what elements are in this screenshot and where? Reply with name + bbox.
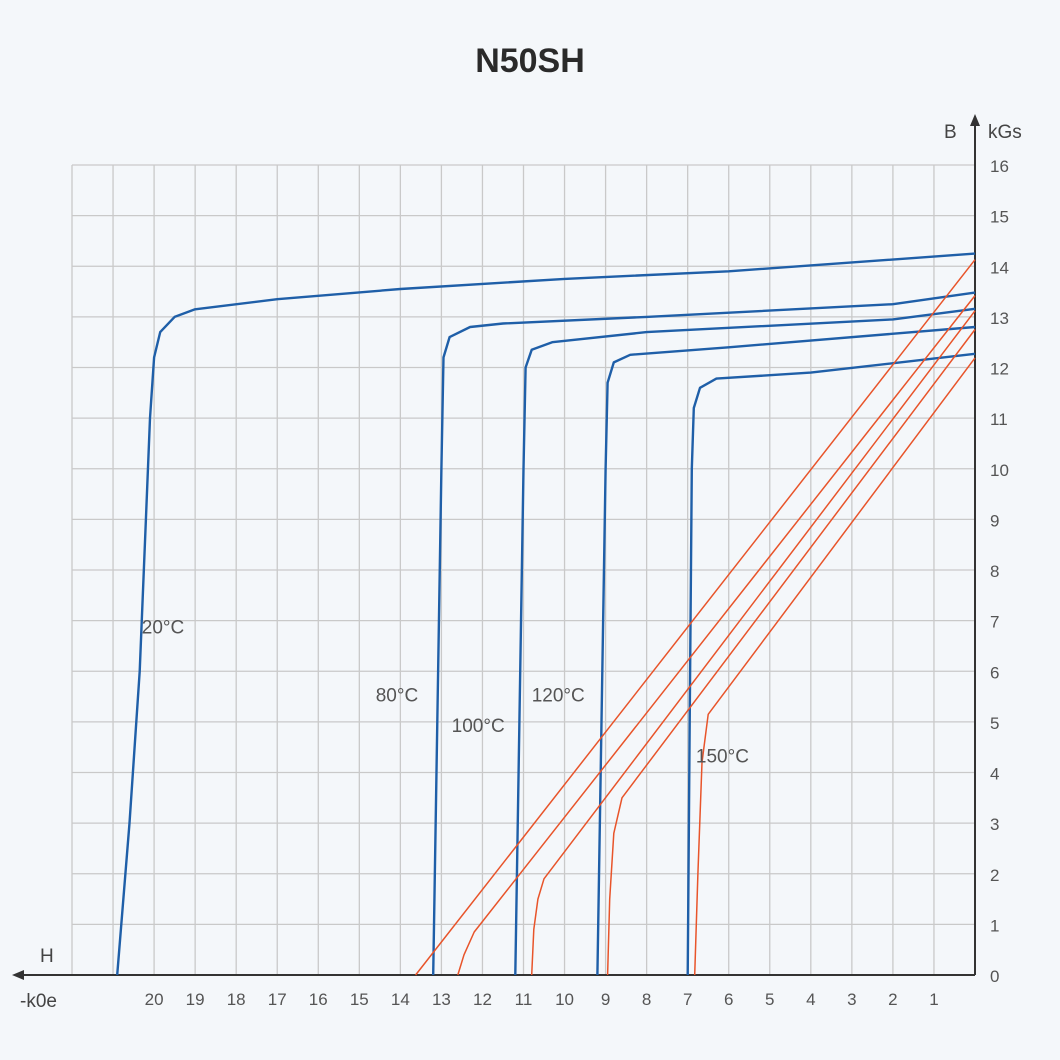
x-axis-label: H (40, 946, 54, 967)
x-tick-label: 14 (391, 990, 410, 1009)
x-tick-label: 13 (432, 990, 451, 1009)
temperature-label: 150°C (696, 746, 749, 767)
y-tick-label: 9 (990, 511, 999, 530)
temperature-label: 80°C (376, 686, 418, 707)
x-tick-label: 19 (186, 990, 205, 1009)
normal-curve-20c (415, 259, 976, 976)
x-tick-label: 4 (806, 990, 815, 1009)
x-tick-label: 3 (847, 990, 856, 1009)
y-tick-label: 5 (990, 714, 999, 733)
intrinsic-curve-100c (514, 307, 976, 976)
normal-curve-80c (457, 295, 976, 976)
x-tick-label: 12 (473, 990, 492, 1009)
x-axis-arrow-icon (12, 970, 24, 980)
x-tick-label: 11 (515, 990, 533, 1009)
x-tick-label: 15 (350, 990, 369, 1009)
y-tick-label: 16 (990, 157, 1009, 176)
x-tick-label: 9 (601, 990, 610, 1009)
y-tick-label: 8 (990, 562, 999, 581)
y-tick-label: 7 (990, 613, 999, 632)
temperature-label: 120°C (532, 686, 585, 707)
intrinsic-curve-20c (116, 252, 976, 976)
temperature-label: 100°C (452, 716, 505, 737)
x-tick-label: 17 (268, 990, 287, 1009)
x-tick-label: 18 (227, 990, 246, 1009)
x-tick-label: 8 (642, 990, 651, 1009)
chart-title: N50SH (475, 42, 585, 80)
y-tick-label: 13 (990, 309, 1009, 328)
x-tick-label: 2 (888, 990, 897, 1009)
y-tick-label: 10 (990, 461, 1009, 480)
y-axis-arrow-icon (970, 114, 980, 126)
x-tick-label: 1 (929, 990, 938, 1009)
x-tick-label: 10 (555, 990, 574, 1009)
x-tick-label: 7 (683, 990, 692, 1009)
x-axis-unit: -k0e (20, 991, 57, 1012)
y-tick-label: 3 (990, 815, 999, 834)
y-axis-label: B (944, 122, 957, 143)
x-tick-label: 20 (145, 990, 164, 1009)
y-tick-label: 11 (990, 410, 1008, 429)
y-axis-unit: kGs (988, 122, 1022, 143)
y-tick-label: 2 (990, 866, 999, 885)
temperature-label: 20°C (142, 617, 184, 638)
y-tick-label: 15 (990, 208, 1009, 227)
normal-curve-150c (693, 357, 976, 976)
intrinsic-curve-150c (686, 352, 976, 976)
y-tick-label: 14 (990, 258, 1009, 277)
intrinsic-curve-80c (432, 291, 976, 976)
y-tick-label: 0 (990, 967, 999, 986)
x-tick-label: 6 (724, 990, 733, 1009)
y-tick-label: 6 (990, 663, 999, 682)
intrinsic-curve-120c (596, 325, 976, 976)
y-tick-label: 12 (990, 360, 1009, 379)
y-tick-label: 1 (990, 916, 999, 935)
normal-curve-120c (606, 329, 976, 976)
normal-curve-100c (530, 310, 976, 976)
x-tick-label: 5 (765, 990, 774, 1009)
x-tick-label: 16 (309, 990, 328, 1009)
y-tick-label: 4 (990, 765, 999, 784)
